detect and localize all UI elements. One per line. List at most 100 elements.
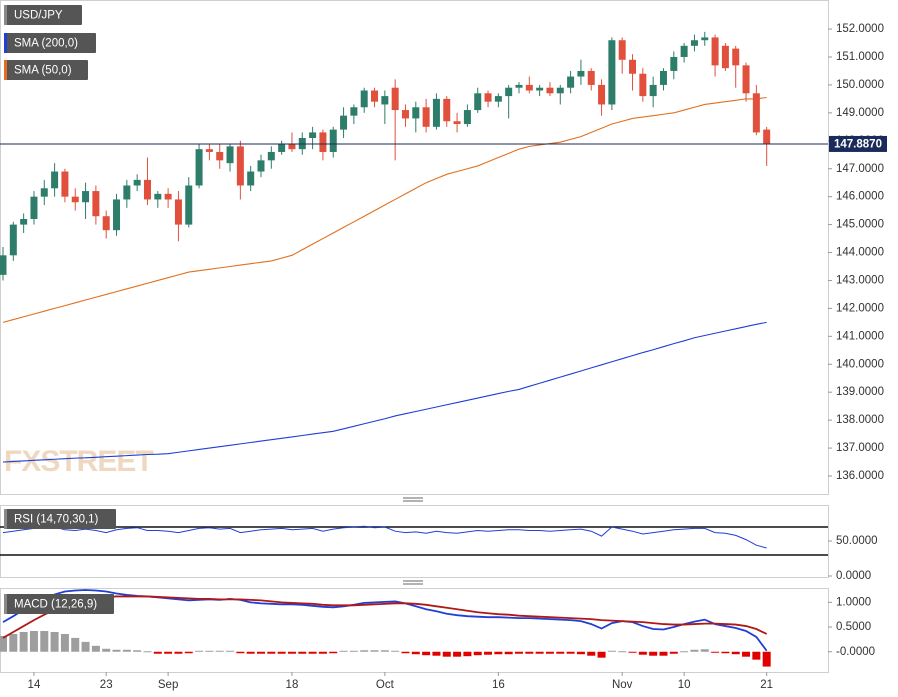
legend-box bbox=[4, 594, 114, 614]
x-tick-label: 23 bbox=[100, 679, 113, 691]
histogram-bar bbox=[318, 651, 327, 654]
histogram-bar bbox=[556, 651, 565, 654]
y-tick-label: 0.5000 bbox=[836, 621, 871, 633]
legend-swatch bbox=[4, 33, 7, 53]
histogram-bar bbox=[669, 651, 678, 654]
candle-body bbox=[453, 121, 461, 125]
candle-body bbox=[443, 98, 451, 122]
legend-swatch bbox=[4, 509, 7, 529]
histogram-bar bbox=[205, 650, 214, 652]
histogram-bar bbox=[566, 651, 575, 654]
histogram-bar bbox=[525, 651, 534, 654]
legend-swatch bbox=[4, 5, 7, 25]
signal-line bbox=[2, 595, 768, 639]
candle-body bbox=[174, 199, 182, 225]
histogram-bar bbox=[731, 651, 740, 655]
resize-handle[interactable] bbox=[403, 580, 423, 585]
histogram-bar bbox=[545, 651, 554, 654]
candle-body bbox=[30, 196, 38, 220]
y-tick-label: 141.0000 bbox=[836, 330, 884, 342]
y-tick-label: 0.0000 bbox=[836, 570, 871, 582]
macd-panel bbox=[0, 588, 829, 673]
histogram-bar bbox=[308, 651, 317, 654]
resize-handle[interactable] bbox=[403, 497, 423, 502]
histogram-bar bbox=[442, 651, 451, 657]
histogram-bar bbox=[576, 651, 585, 655]
y-tick-label: 151.0000 bbox=[836, 51, 884, 63]
histogram-bar bbox=[246, 651, 255, 654]
candle-body bbox=[659, 70, 667, 85]
histogram-bar bbox=[535, 651, 544, 654]
histogram-bar bbox=[432, 651, 441, 656]
legend-swatch bbox=[4, 594, 7, 614]
candle-body bbox=[463, 110, 471, 125]
candle-body bbox=[742, 65, 750, 94]
histogram-bar bbox=[607, 650, 616, 652]
histogram-bar bbox=[112, 649, 121, 652]
legend-box bbox=[4, 60, 88, 80]
candle-body bbox=[474, 93, 482, 111]
x-tick-label: 10 bbox=[678, 679, 691, 691]
candle-body bbox=[226, 146, 234, 164]
candle-body bbox=[143, 179, 151, 200]
candle-body bbox=[690, 40, 698, 46]
candle-body bbox=[205, 149, 213, 152]
histogram-bar bbox=[597, 651, 606, 658]
y-tick-label: -0.0000 bbox=[836, 646, 875, 658]
candle-body bbox=[288, 143, 296, 150]
candle-body bbox=[505, 87, 513, 97]
y-tick-label: 149.0000 bbox=[836, 107, 884, 119]
legend-label: SMA (200,0) bbox=[14, 38, 78, 50]
candle-body bbox=[267, 151, 275, 161]
x-tick-label: Nov bbox=[612, 679, 633, 691]
histogram-bar bbox=[164, 651, 173, 654]
candle-body bbox=[670, 56, 678, 71]
candle-body bbox=[598, 84, 606, 105]
histogram-bar bbox=[370, 650, 379, 652]
candle-body bbox=[701, 37, 709, 41]
y-tick-label: 144.0000 bbox=[836, 247, 884, 259]
candle-body bbox=[113, 199, 121, 231]
histogram-bar bbox=[360, 650, 369, 652]
histogram-bar bbox=[618, 651, 627, 653]
watermark: FXSTREET bbox=[4, 445, 153, 478]
histogram-bar bbox=[711, 651, 720, 653]
candle-body bbox=[195, 149, 203, 186]
histogram-bar bbox=[690, 649, 699, 652]
histogram-bar bbox=[504, 651, 513, 655]
candle-body bbox=[484, 93, 492, 102]
candle-body bbox=[71, 196, 79, 203]
candle-body bbox=[340, 115, 348, 130]
rsi-line bbox=[2, 525, 767, 549]
candle-body bbox=[752, 93, 760, 133]
histogram-bar bbox=[380, 650, 389, 652]
candle-body bbox=[82, 191, 90, 203]
histogram-bar bbox=[257, 651, 265, 654]
legend-box bbox=[4, 509, 116, 529]
y-tick-label: 142.0000 bbox=[836, 302, 884, 314]
histogram-bar bbox=[463, 651, 472, 657]
histogram-bar bbox=[19, 631, 28, 652]
histogram-bar bbox=[0, 635, 7, 652]
candle-body bbox=[525, 84, 533, 91]
candle-body bbox=[329, 129, 337, 152]
histogram-bar bbox=[453, 651, 462, 657]
candle-body bbox=[164, 193, 172, 200]
histogram-bar bbox=[153, 651, 162, 654]
histogram-bar bbox=[81, 641, 90, 652]
histogram-bar bbox=[742, 651, 751, 657]
candle-body bbox=[257, 160, 265, 172]
candle-body bbox=[515, 84, 523, 88]
candle-body bbox=[350, 107, 358, 116]
histogram-bar bbox=[277, 651, 286, 654]
legend-box bbox=[4, 5, 82, 25]
candle-body bbox=[649, 84, 657, 97]
candle-body bbox=[154, 193, 162, 200]
candle-body bbox=[546, 87, 554, 94]
candle-body bbox=[763, 129, 771, 144]
y-tick-label: 140.0000 bbox=[836, 358, 884, 370]
candle-body bbox=[680, 45, 688, 57]
candle-body bbox=[412, 107, 420, 119]
x-tick-label: Sep bbox=[158, 679, 178, 691]
